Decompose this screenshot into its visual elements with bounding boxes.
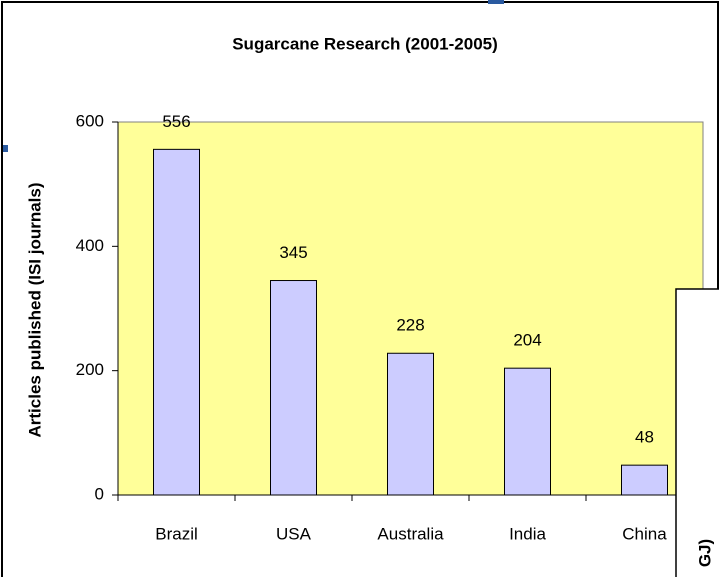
x-tick-label: China [622,524,667,543]
value-label: 48 [635,428,654,447]
overlay-box [675,288,719,577]
overlay-text: GJ) [695,539,714,567]
value-label: 556 [162,112,190,131]
bar [621,464,668,496]
overlay-window: GJ) [675,288,719,577]
bar [504,367,551,496]
value-label: 228 [396,316,424,335]
y-tick-label: 0 [95,484,104,503]
value-label: 345 [279,243,307,262]
value-label: 204 [513,331,541,350]
background-mark [488,0,504,4]
background-mark [3,145,8,152]
x-tick-label: USA [276,524,312,543]
y-tick-label: 600 [76,111,104,130]
chart-title: Sugarcane Research (2001-2005) [232,34,498,53]
x-tick-label: Brazil [155,524,198,543]
x-tick-label: India [509,524,546,543]
y-tick-label: 400 [76,236,104,255]
plot: 0 200 400 600 Brazil 556 USA 345 Australia 228 Ind… [76,111,704,543]
bar [153,148,200,496]
bar [387,352,434,496]
y-tick-label: 200 [76,360,104,379]
x-tick-label: Australia [377,524,444,543]
y-axis-label: Articles published (ISI journals) [25,182,44,437]
bar [270,280,317,496]
